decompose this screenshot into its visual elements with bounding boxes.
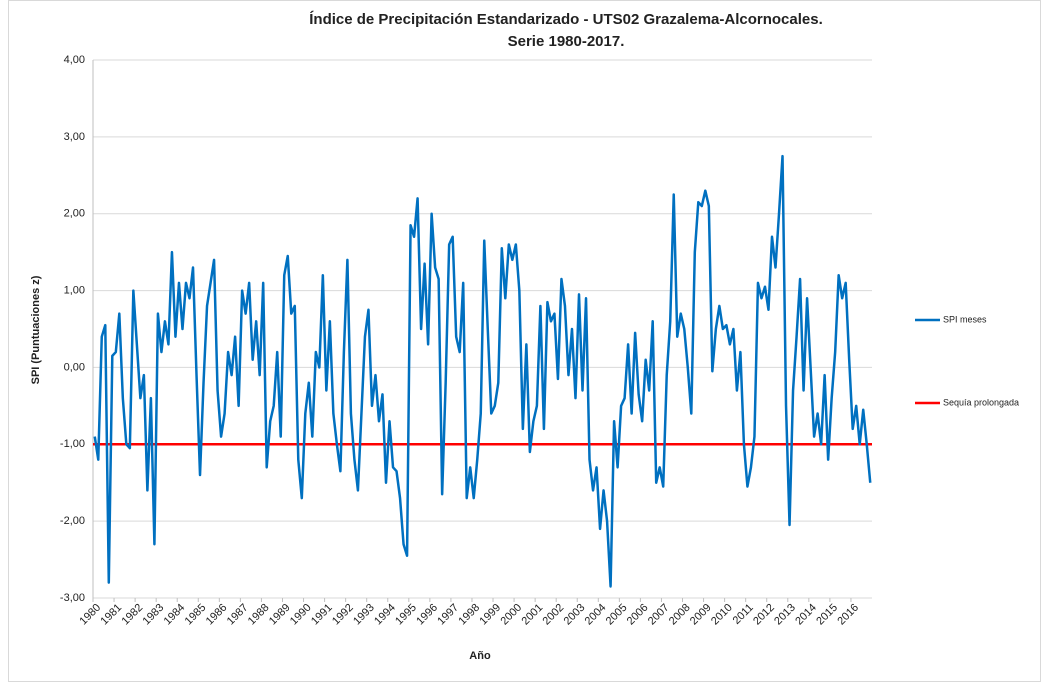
- y-tick-label: 3,00: [64, 131, 85, 143]
- x-tick-label: 2003: [562, 602, 588, 628]
- x-tick-label: 2014: [793, 602, 819, 628]
- legend-label: Sequía prolongada: [943, 397, 1019, 407]
- chart-title: Serie 1980-2017.: [508, 33, 625, 50]
- x-tick-label: 1994: [372, 602, 398, 628]
- x-tick-label: 1987: [225, 602, 251, 628]
- x-tick-label: 2008: [667, 602, 693, 628]
- x-tick-label: 2012: [751, 602, 777, 628]
- x-tick-label: 1991: [309, 602, 335, 628]
- chart-title: Índice de Precipitación Estandarizado - …: [309, 11, 823, 28]
- x-tick-label: 1992: [330, 602, 356, 628]
- x-tick-label: 1996: [414, 602, 440, 628]
- x-tick-label: 2005: [604, 602, 630, 628]
- x-tick-label: 1993: [351, 602, 377, 628]
- x-tick-label: 2010: [709, 602, 735, 628]
- x-tick-label: 2007: [646, 602, 672, 628]
- x-tick-label: 1988: [246, 602, 272, 628]
- x-tick-label: 1982: [119, 602, 145, 628]
- x-axis-label: Año: [469, 650, 491, 662]
- x-tick-label: 1999: [477, 602, 503, 628]
- x-tick-label: 1997: [435, 602, 461, 628]
- x-tick-label: 1980: [77, 602, 103, 628]
- x-tick-label: 2000: [498, 602, 524, 628]
- x-tick-label: 2004: [583, 602, 609, 628]
- y-tick-label: 4,00: [64, 54, 85, 66]
- x-tick-label: 1998: [456, 602, 482, 628]
- x-tick-label: 2013: [772, 602, 798, 628]
- x-tick-label: 2016: [835, 602, 861, 628]
- x-tick-label: 2006: [625, 602, 651, 628]
- x-tick-label: 1981: [98, 602, 124, 628]
- y-tick-label: -3,00: [60, 592, 85, 604]
- legend-label: SPI meses: [943, 314, 987, 324]
- y-axis-label: SPI (Puntuaciones z): [30, 275, 42, 384]
- y-tick-label: -2,00: [60, 515, 85, 527]
- x-tick-label: 1986: [204, 602, 230, 628]
- y-tick-label: -1,00: [60, 438, 85, 450]
- x-tick-label: 1990: [288, 602, 314, 628]
- x-tick-label: 2015: [814, 602, 840, 628]
- y-tick-label: 1,00: [64, 284, 85, 296]
- y-tick-label: 0,00: [64, 361, 85, 373]
- x-tick-label: 2001: [520, 602, 546, 628]
- x-tick-label: 2011: [731, 602, 756, 627]
- x-tick-label: 1983: [141, 602, 167, 628]
- x-tick-label: 1984: [162, 602, 188, 628]
- y-tick-label: 2,00: [64, 208, 85, 220]
- x-tick-label: 1995: [393, 602, 419, 628]
- series-line: [93, 154, 872, 588]
- x-tick-label: 1985: [183, 602, 209, 628]
- x-tick-label: 1989: [267, 602, 293, 628]
- x-tick-label: 2009: [688, 602, 714, 628]
- x-tick-label: 2002: [541, 602, 567, 628]
